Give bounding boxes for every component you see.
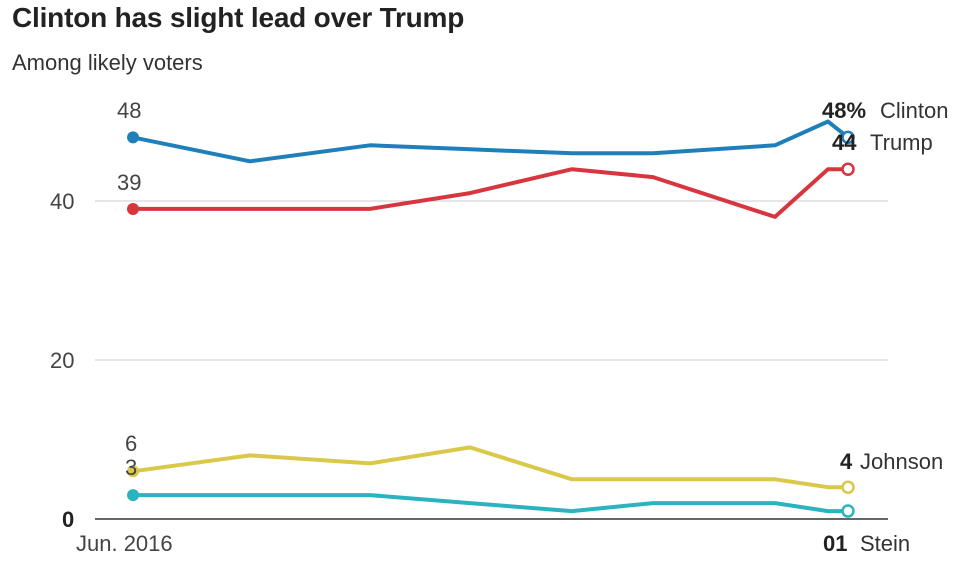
x-tick-label-start: Jun. 2016 bbox=[76, 531, 173, 556]
johnson-end-name: Johnson bbox=[860, 449, 943, 474]
stein-end-value: 01 bbox=[823, 531, 847, 556]
clinton-line bbox=[131, 119, 850, 164]
stein-line bbox=[131, 493, 850, 514]
trump-end-name: Trump bbox=[870, 130, 933, 155]
johnson-line bbox=[131, 445, 850, 490]
trump-end-value: 44 bbox=[832, 130, 857, 155]
clinton-start-point bbox=[127, 131, 139, 144]
y-tick-label-40: 40 bbox=[50, 189, 74, 214]
johnson-end-value: 4 bbox=[840, 449, 853, 474]
stein-end-point bbox=[841, 504, 855, 518]
trump-start-label: 39 bbox=[117, 170, 141, 195]
trump-start-point bbox=[127, 202, 139, 215]
stein-start-point bbox=[127, 489, 139, 502]
chart-subtitle: Among likely voters bbox=[12, 50, 203, 75]
y-tick-label-0: 0 bbox=[62, 507, 74, 532]
johnson-end-point bbox=[841, 480, 855, 494]
stein-start-label: 3 bbox=[125, 455, 137, 480]
johnson-start-label: 6 bbox=[125, 431, 137, 456]
y-tick-label-20: 20 bbox=[50, 348, 74, 373]
trump-end-point bbox=[841, 162, 855, 176]
johnson-start-point bbox=[127, 465, 139, 478]
chart-title: Clinton has slight lead over Trump bbox=[12, 2, 465, 33]
stein-end-name: Stein bbox=[860, 531, 910, 556]
clinton-end-value: 48% bbox=[822, 98, 866, 123]
trump-line bbox=[131, 167, 850, 219]
clinton-end-point bbox=[841, 130, 855, 145]
clinton-start-label: 48 bbox=[117, 98, 141, 123]
clinton-end-name: Clinton bbox=[880, 98, 948, 123]
